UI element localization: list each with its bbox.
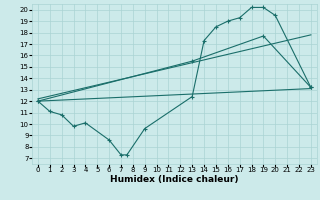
X-axis label: Humidex (Indice chaleur): Humidex (Indice chaleur): [110, 175, 239, 184]
